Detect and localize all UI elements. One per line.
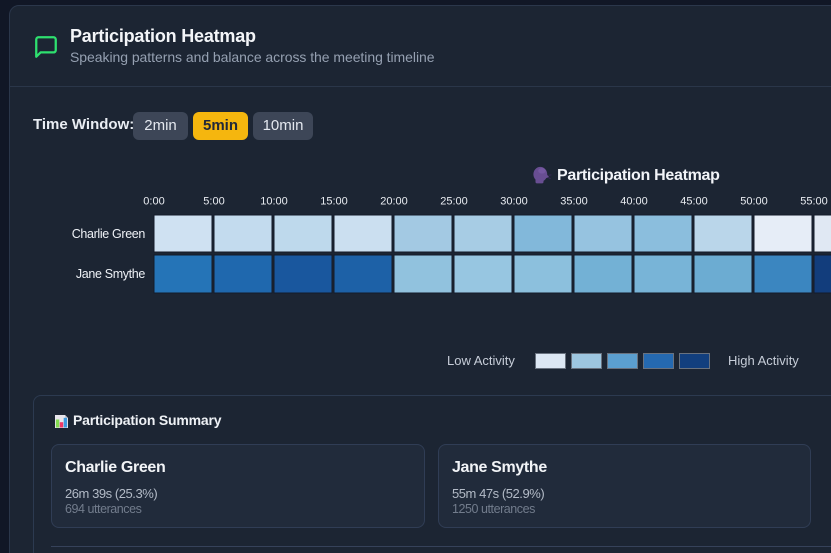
svg-text:Jane Smythe: Jane Smythe [76, 267, 146, 281]
svg-text:30:00: 30:00 [500, 196, 528, 208]
svg-text:5:00: 5:00 [203, 196, 224, 208]
svg-text:10:00: 10:00 [260, 196, 288, 208]
svg-text:25:00: 25:00 [440, 196, 468, 208]
svg-text:20:00: 20:00 [380, 196, 408, 208]
svg-text:45:00: 45:00 [680, 196, 708, 208]
svg-text:0:00: 0:00 [143, 196, 164, 208]
svg-text:40:00: 40:00 [620, 196, 648, 208]
svg-text:35:00: 35:00 [560, 196, 588, 208]
svg-text:55:00: 55:00 [800, 196, 828, 208]
svg-text:Charlie Green: Charlie Green [72, 227, 146, 241]
svg-text:15:00: 15:00 [320, 196, 348, 208]
svg-text:Participation Heatmap: Participation Heatmap [557, 167, 720, 184]
svg-text:50:00: 50:00 [740, 196, 768, 208]
